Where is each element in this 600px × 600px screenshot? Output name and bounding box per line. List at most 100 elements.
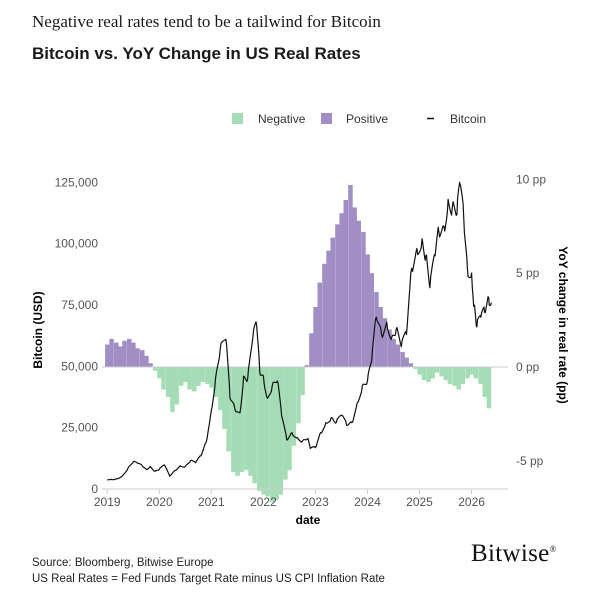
real-rate-bar bbox=[413, 367, 418, 369]
real-rate-bar bbox=[469, 367, 474, 375]
real-rate-bar bbox=[270, 367, 275, 503]
real-rate-bar bbox=[153, 367, 158, 371]
real-rate-bar bbox=[395, 344, 401, 367]
real-rate-bar bbox=[352, 207, 357, 367]
x-tick-label: 2019 bbox=[94, 495, 121, 509]
right-tick-label: -5 pp bbox=[516, 454, 544, 468]
source-line: Source: Bloomberg, Bitwise Europe bbox=[32, 557, 214, 569]
real-rate-bar bbox=[417, 367, 422, 375]
logo-text: Bitwise bbox=[471, 540, 550, 567]
real-rate-bar bbox=[365, 254, 370, 367]
real-rate-bar bbox=[226, 367, 231, 452]
real-rate-bar bbox=[257, 367, 262, 491]
real-rate-bar bbox=[296, 367, 301, 424]
real-rate-bar bbox=[278, 367, 283, 495]
left-axis-title: Bitcoin (USD) bbox=[31, 291, 45, 368]
real-rate-bar bbox=[274, 367, 279, 501]
x-tick-label: 2023 bbox=[302, 495, 329, 509]
real-rate-bar bbox=[486, 367, 492, 409]
real-rate-bar bbox=[140, 350, 145, 367]
real-rate-bar bbox=[309, 333, 314, 368]
chart-source-note: Source: Bloomberg, Bitwise Europe US Rea… bbox=[32, 555, 385, 587]
real-rate-bar bbox=[421, 367, 427, 381]
left-tick-label: 125,000 bbox=[55, 175, 99, 189]
real-rate-bar bbox=[244, 367, 249, 471]
left-axis-ticks: 0 25,000 50,000 75,000 100,000 125,000 bbox=[55, 175, 99, 496]
real-rate-bar bbox=[187, 367, 192, 390]
real-rate-bar bbox=[209, 367, 214, 388]
definition-line: US Real Rates = Fed Funds Target Rate mi… bbox=[32, 573, 385, 585]
real-rate-bar bbox=[144, 355, 149, 368]
x-tick-label: 2024 bbox=[354, 495, 381, 509]
real-rate-bar bbox=[200, 367, 205, 382]
real-rate-bar bbox=[478, 367, 483, 384]
real-rate-bar bbox=[222, 367, 227, 429]
chart-subtitle: Negative real rates tend to be a tailwin… bbox=[32, 12, 381, 31]
real-rate-bar bbox=[304, 365, 309, 368]
real-rate-bar bbox=[291, 367, 296, 446]
real-rate-bar bbox=[114, 342, 119, 367]
real-rate-bar bbox=[465, 367, 470, 379]
real-rate-bar bbox=[339, 213, 344, 368]
x-tick-label: 2026 bbox=[458, 495, 485, 509]
bitwise-logo: Bitwise® bbox=[471, 540, 557, 568]
real-rate-bar bbox=[287, 367, 292, 471]
left-tick-label: 75,000 bbox=[61, 298, 98, 312]
real-rate-bar bbox=[148, 363, 153, 368]
real-rate-bar bbox=[157, 367, 162, 379]
real-rate-bar bbox=[170, 367, 175, 412]
real-rate-bar bbox=[261, 367, 266, 495]
real-rate-bar bbox=[439, 367, 444, 377]
real-rate-bar bbox=[447, 367, 453, 384]
real-rate-bar bbox=[183, 367, 188, 382]
right-tick-label: 5 pp bbox=[516, 266, 540, 280]
legend-label-bitcoin: Bitcoin bbox=[450, 112, 486, 126]
right-axis-title: YoY change in real rate (pp) bbox=[556, 246, 570, 404]
legend-swatch-positive bbox=[321, 113, 332, 124]
real-rate-bar bbox=[374, 292, 379, 368]
real-rate-bar bbox=[452, 367, 457, 386]
real-rate-bar bbox=[231, 367, 236, 473]
left-tick-label: 0 bbox=[91, 482, 98, 496]
real-rate-bar bbox=[378, 307, 383, 367]
real-rate-bar bbox=[387, 329, 392, 367]
real-rate-bar bbox=[127, 338, 132, 367]
real-rate-bar bbox=[426, 367, 431, 382]
real-rate-bar bbox=[322, 263, 327, 367]
chart-canvas: Negative Positive Bitcoin 0 25,000 50,000 7… bbox=[31, 112, 570, 527]
real-rate-bar bbox=[326, 250, 331, 367]
real-rate-bar bbox=[248, 367, 253, 476]
real-rate-bar bbox=[192, 367, 197, 392]
x-tick-label: 2025 bbox=[406, 495, 433, 509]
real-rate-bar bbox=[473, 367, 479, 379]
x-axis-ticks: 2019 2020 2021 2022 2023 2024 2025 2026 bbox=[94, 489, 485, 509]
real-rate-bar bbox=[300, 367, 305, 396]
real-rate-bar bbox=[109, 338, 114, 367]
real-rate-bar bbox=[179, 367, 184, 386]
real-rate-bar bbox=[313, 307, 318, 367]
real-rate-bar bbox=[252, 367, 257, 484]
left-tick-label: 50,000 bbox=[61, 359, 98, 373]
x-tick-label: 2020 bbox=[146, 495, 173, 509]
legend-swatch-negative bbox=[232, 113, 243, 124]
x-axis-title: date bbox=[296, 513, 321, 527]
right-tick-label: 10 pp bbox=[516, 172, 546, 186]
real-rate-bar bbox=[235, 367, 240, 476]
real-rate-bar bbox=[400, 352, 405, 367]
legend-label-positive: Positive bbox=[346, 112, 388, 126]
chart-title: Bitcoin vs. YoY Change in US Real Rates bbox=[32, 44, 361, 63]
real-rate-bar bbox=[369, 273, 374, 367]
real-rate-bars bbox=[105, 185, 492, 503]
real-rate-bar bbox=[205, 367, 210, 384]
chart-legend: Negative Positive Bitcoin bbox=[232, 112, 486, 126]
bitcoin-series-line bbox=[107, 181, 492, 481]
real-rate-bar bbox=[265, 367, 270, 497]
real-rate-bar bbox=[239, 367, 244, 473]
real-rate-bar bbox=[131, 342, 136, 367]
x-tick-label: 2021 bbox=[198, 495, 225, 509]
real-rate-bar bbox=[161, 367, 166, 390]
real-rate-bar bbox=[434, 367, 440, 373]
real-rate-bar bbox=[118, 346, 123, 367]
real-rate-bar bbox=[166, 367, 171, 397]
left-tick-label: 25,000 bbox=[61, 421, 98, 435]
